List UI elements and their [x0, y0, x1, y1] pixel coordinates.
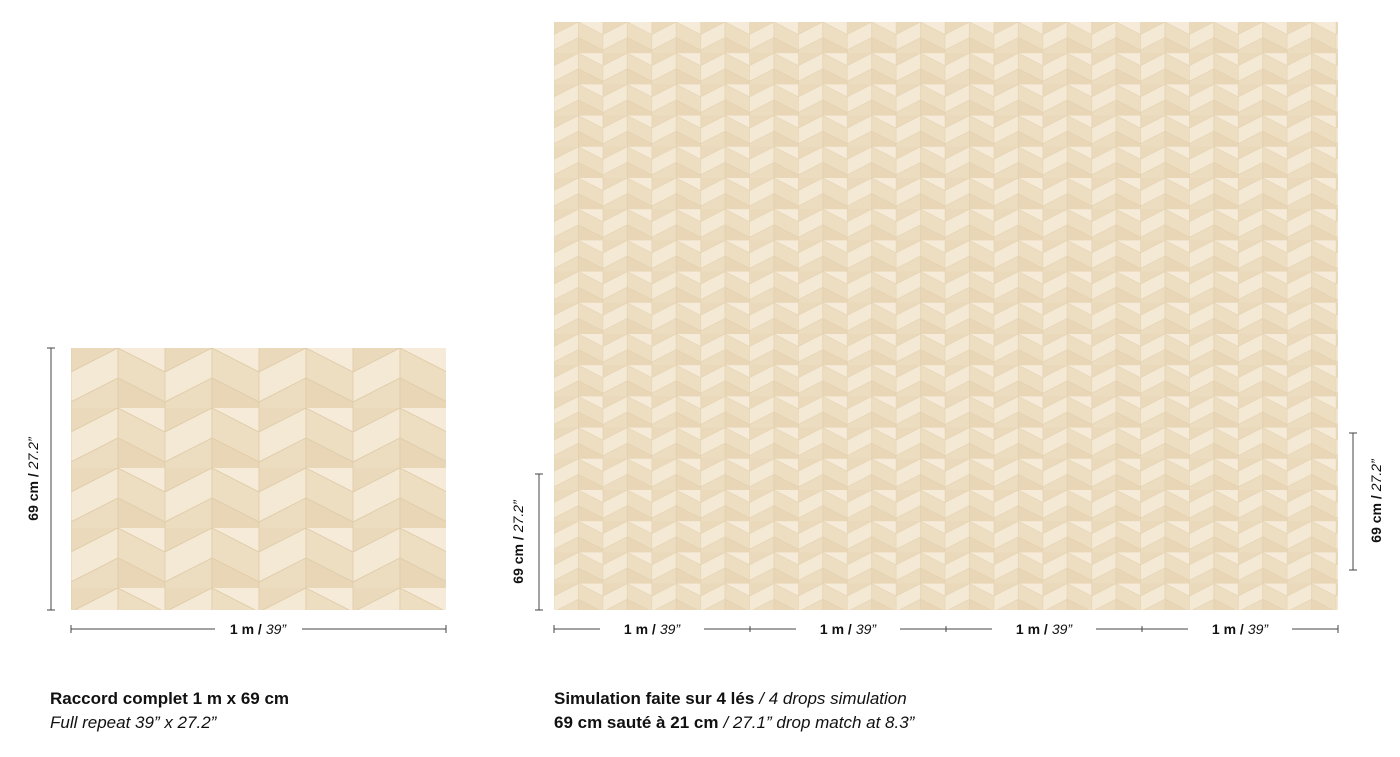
height-label: 69 cm / 27.2” — [1368, 458, 1384, 543]
caption-line: Simulation faite sur 4 lés/ 4 drops simu… — [554, 689, 907, 708]
height-label: 69 cm / 27.2” — [510, 499, 526, 584]
height-dimension — [535, 432, 1357, 611]
repeat-image — [71, 348, 446, 610]
imperial: 39” — [1248, 621, 1270, 637]
caption-french: Raccord complet 1 m x 69 cm — [50, 689, 289, 708]
width-label: 1 m /39” — [230, 621, 287, 637]
width-label: 1 m /39” — [1212, 621, 1269, 637]
metric: 69 cm / — [510, 536, 526, 584]
caption-english: / 27.1” drop match at 8.3” — [722, 713, 915, 732]
imperial: 27.2” — [1368, 458, 1384, 492]
imperial: 39” — [1052, 621, 1074, 637]
caption-french: Simulation faite sur 4 lés — [554, 689, 754, 708]
metric: 69 cm / — [1368, 495, 1384, 543]
caption-french: 69 cm sauté à 21 cm — [554, 713, 718, 732]
width-dimension — [70, 625, 447, 633]
metric: 1 m / — [230, 621, 262, 637]
caption-english: / 4 drops simulation — [758, 689, 906, 708]
metric: 1 m / — [624, 621, 656, 637]
imperial: 39” — [856, 621, 878, 637]
metric: 69 cm / — [25, 473, 41, 521]
metric: 1 m / — [820, 621, 852, 637]
imperial: 27.2” — [25, 436, 41, 470]
simulation-image — [554, 22, 1338, 610]
height-dimension — [47, 347, 55, 611]
caption-line: 69 cm sauté à 21 cm/ 27.1” drop match at… — [554, 713, 916, 732]
imperial: 39” — [266, 621, 288, 637]
width-label: 1 m /39” — [1016, 621, 1073, 637]
imperial: 39” — [660, 621, 682, 637]
height-label: 69 cm / 27.2” — [25, 436, 41, 521]
width-label: 1 m /39” — [820, 621, 877, 637]
imperial: 27.2” — [510, 499, 526, 533]
width-label: 1 m /39” — [624, 621, 681, 637]
metric: 1 m / — [1016, 621, 1048, 637]
width-dimension — [553, 625, 1339, 633]
caption-english: Full repeat 39” x 27.2” — [50, 713, 218, 732]
metric: 1 m / — [1212, 621, 1244, 637]
